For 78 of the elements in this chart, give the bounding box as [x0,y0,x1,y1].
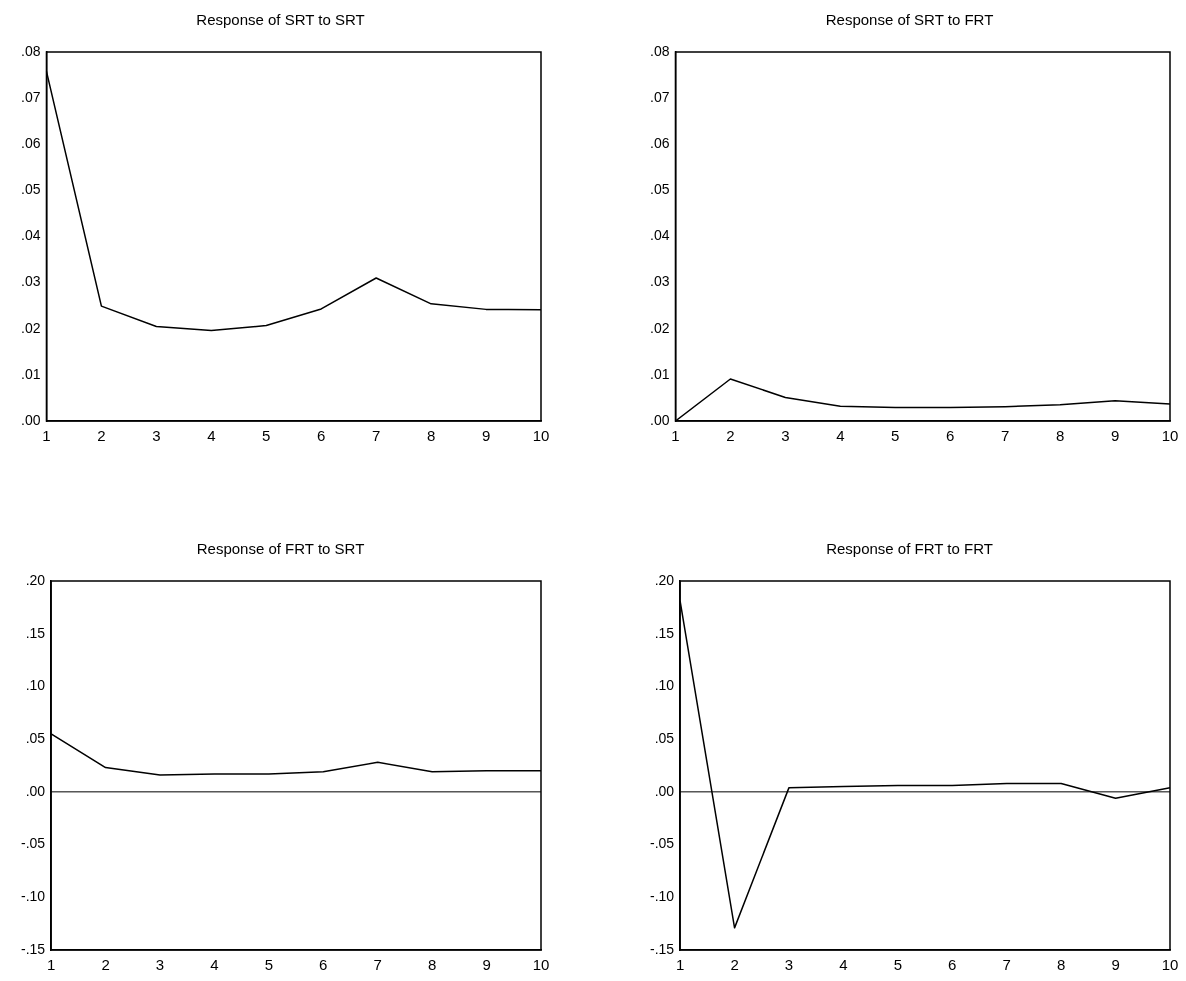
y-tick-label: .00 [25,782,46,799]
x-tick-label: 6 [319,956,328,974]
y-tick-label: .06 [649,135,670,152]
x-tick-label: 4 [839,956,848,974]
y-tick-label: -.05 [21,835,46,852]
x-tick-label: 4 [836,427,845,445]
y-tick-label: .06 [20,135,41,152]
y-tick-label: .03 [649,273,670,290]
x-tick-label: 5 [893,956,903,974]
y-tick-label: .03 [20,273,41,290]
x-tick-label: 10 [532,427,550,445]
y-tick-label: .07 [20,88,41,105]
y-tick-label: .15 [654,624,675,641]
y-tick-label: .08 [20,42,41,59]
x-tick-label: 9 [1111,956,1120,974]
y-tick-label: .20 [654,571,675,588]
x-tick-label: 7 [373,956,382,974]
x-tick-label: 6 [948,956,957,974]
y-tick-label: -.10 [21,888,46,905]
y-tick-label: -.15 [650,940,675,957]
x-tick-label: 4 [207,427,216,445]
chart-title: Response of FRT to FRT [826,540,993,558]
x-tick-label: 7 [371,427,381,445]
x-tick-label: 1 [671,427,680,445]
x-tick-label: 1 [46,956,56,974]
x-tick-label: 7 [1000,427,1010,445]
y-tick-label: .04 [20,227,41,244]
x-tick-label: 9 [1110,427,1120,445]
y-tick-label: .04 [649,227,670,244]
x-tick-label: 7 [1002,956,1011,974]
y-tick-label: .00 [654,782,675,799]
y-tick-label: .15 [25,624,46,641]
x-tick-label: 10 [532,956,550,974]
x-tick-label: 1 [675,956,685,974]
y-tick-label: .00 [649,411,670,428]
x-tick-label: 1 [42,427,51,445]
y-tick-label: .05 [20,181,41,198]
x-tick-label: 9 [482,956,491,974]
y-tick-label: -.05 [650,835,675,852]
y-tick-label: .08 [649,42,670,59]
chart-title: Response of SRT to SRT [196,11,365,29]
y-tick-label: .07 [649,88,670,105]
y-tick-label: -.10 [650,888,675,905]
y-tick-label: .01 [20,365,41,382]
chart-title: Response of FRT to SRT [196,540,365,558]
x-tick-label: 8 [1056,956,1066,974]
y-tick-label: .05 [649,181,670,198]
x-tick-label: 2 [730,956,739,974]
x-tick-label: 10 [1161,956,1179,974]
y-tick-label: .00 [20,411,41,428]
x-tick-label: 9 [481,427,491,445]
y-tick-label: .01 [649,365,670,382]
x-tick-label: 10 [1161,427,1179,445]
y-tick-label: .02 [649,319,670,336]
x-tick-label: 3 [784,956,794,974]
x-tick-label: 6 [946,427,955,445]
x-tick-label: 3 [152,427,161,445]
x-tick-label: 2 [97,427,106,445]
y-tick-label: -.15 [21,940,46,957]
x-tick-label: 2 [101,956,110,974]
x-tick-label: 5 [891,427,900,445]
x-tick-label: 8 [1055,427,1065,445]
chart-title: Response of SRT to FRT [825,11,994,29]
x-tick-label: 5 [262,427,271,445]
y-tick-label: .05 [654,730,675,746]
x-tick-label: 4 [210,956,219,974]
x-tick-label: 3 [781,427,790,445]
y-tick-label: .10 [654,677,675,694]
y-tick-label: .02 [20,319,41,336]
y-tick-label: .20 [25,571,46,588]
x-tick-label: 2 [726,427,735,445]
x-tick-label: 8 [426,427,436,445]
x-tick-label: 5 [264,956,274,974]
y-tick-label: .05 [25,730,46,746]
x-tick-label: 8 [427,956,437,974]
x-tick-label: 6 [317,427,326,445]
x-tick-label: 3 [155,956,165,974]
y-tick-label: .10 [25,677,46,694]
